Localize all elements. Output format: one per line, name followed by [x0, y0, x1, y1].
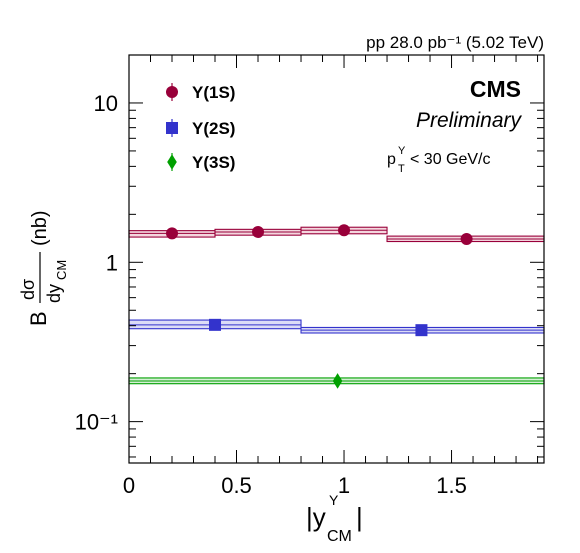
data-point-1-1: [415, 324, 428, 337]
systematic-bands: [128, 226, 545, 385]
svg-text:CM: CM: [327, 528, 352, 545]
x-tick-label: 0.5: [221, 473, 252, 498]
y-tick-label: 10⁻¹: [75, 410, 118, 435]
svg-text:|y: |y: [306, 502, 326, 532]
legend-label-1: Υ(2S): [192, 119, 235, 138]
svg-text:CM: CM: [54, 260, 69, 280]
svg-text:dy: dy: [44, 284, 64, 303]
x-axis: 0 0.5 1 1.5: [123, 55, 539, 498]
data-point-1-0: [209, 318, 222, 331]
data-markers: [166, 224, 473, 389]
data-point-2-0: [332, 373, 343, 389]
plot-frame: [128, 54, 545, 464]
lumi-label: pp 28.0 pb⁻¹ (5.02 TeV): [366, 33, 544, 52]
svg-text:p: p: [387, 151, 396, 168]
svg-text:B: B: [26, 311, 51, 326]
svg-text:< 30 GeV/c: < 30 GeV/c: [410, 151, 491, 168]
svg-text:Υ: Υ: [329, 492, 339, 508]
legend-marker-0: [166, 86, 178, 98]
data-point-0-0: [166, 227, 179, 240]
legend-label-2: Υ(3S): [192, 153, 235, 172]
svg-text:dσ: dσ: [18, 279, 38, 300]
data-point-0-1: [252, 225, 265, 238]
cut-label: p T Υ < 30 GeV/c: [387, 145, 491, 175]
svg-text:T: T: [398, 163, 405, 175]
legend-marker-2: [167, 154, 177, 170]
svg-text:|: |: [356, 502, 363, 532]
data-point-0-3: [460, 233, 473, 246]
data-point-0-2: [338, 224, 351, 237]
y-tick-label: 10: [94, 91, 118, 116]
x-tick-label: 1.5: [436, 473, 467, 498]
x-tick-label: 0: [123, 473, 135, 498]
svg-text:Υ: Υ: [398, 145, 406, 157]
x-axis-title: |y Υ CM |: [306, 492, 363, 545]
legend-label-0: Υ(1S): [192, 83, 235, 102]
x-tick-label: 1: [338, 473, 350, 498]
y-tick-label: 1: [106, 250, 118, 275]
legend: Υ(1S) Υ(2S) Υ(3S): [166, 83, 235, 172]
svg-text:(nb): (nb): [29, 210, 51, 246]
y-axis-title: B dσ dy CM (nb): [18, 210, 69, 326]
y-axis: 10 1 10⁻¹: [75, 54, 544, 458]
status-label: Preliminary: [416, 109, 523, 132]
legend-marker-1: [166, 122, 178, 134]
experiment-label: CMS: [470, 76, 521, 102]
